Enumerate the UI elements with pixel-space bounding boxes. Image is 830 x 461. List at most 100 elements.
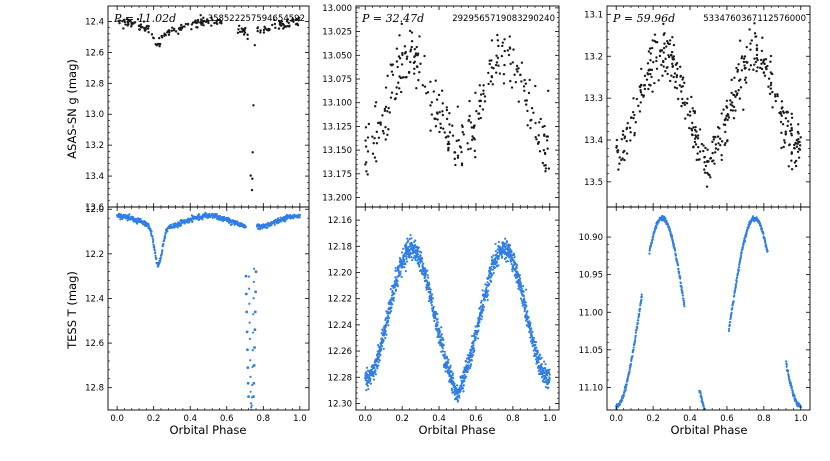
data-point [678, 274, 681, 278]
data-point [683, 301, 686, 304]
data-point [377, 136, 381, 139]
data-point [534, 343, 537, 346]
data-point [481, 108, 485, 111]
data-point [710, 412, 712, 414]
data-point [705, 412, 707, 414]
period-label: P = 59.96d [612, 12, 675, 25]
data-point [686, 97, 689, 101]
data-point [794, 159, 798, 163]
data-point [395, 60, 399, 63]
data-point [670, 234, 673, 237]
data-point [742, 243, 745, 246]
data-point [675, 87, 679, 90]
data-point [387, 106, 390, 110]
data-point [744, 66, 747, 70]
data-point [520, 287, 523, 290]
data-point [793, 143, 796, 147]
data-point [634, 334, 637, 337]
y-tick-label: 13.075 [322, 75, 352, 85]
data-point [675, 75, 678, 79]
data-point [434, 312, 437, 316]
data-point [200, 18, 203, 22]
data-point [479, 116, 482, 120]
data-point [730, 101, 734, 104]
data-point [455, 387, 458, 390]
data-point [249, 390, 252, 393]
data-point [136, 18, 140, 21]
data-point [648, 249, 651, 252]
data-point [649, 52, 652, 55]
data-point [504, 237, 507, 240]
data-point [413, 47, 417, 51]
data-point [132, 216, 135, 219]
y-tick-label: 12.6 [85, 339, 104, 349]
data-point [130, 25, 133, 28]
data-point [520, 80, 523, 83]
data-point [691, 121, 694, 125]
data-point [755, 216, 758, 219]
data-point [543, 133, 546, 136]
data-point [379, 347, 383, 351]
data-point [436, 321, 440, 324]
data-point [785, 360, 788, 363]
data-point [684, 117, 687, 120]
data-point [637, 104, 640, 108]
data-point [200, 23, 203, 26]
data-point [724, 141, 727, 145]
data-point [681, 101, 685, 105]
data-point [774, 93, 777, 96]
data-point [632, 348, 635, 351]
data-point [640, 293, 643, 296]
data-point [439, 126, 443, 130]
data-point [733, 76, 736, 80]
data-point [469, 364, 472, 368]
data-point [414, 52, 418, 55]
data-point [460, 150, 463, 154]
data-point [540, 363, 543, 366]
data-point [696, 137, 700, 140]
data-point [434, 79, 437, 82]
data-point [195, 26, 198, 29]
data-point [522, 290, 525, 293]
data-point [539, 368, 542, 371]
data-point [542, 149, 546, 152]
data-point [523, 310, 526, 313]
panel-bottom-middle: 12.16 12.18 12.20 12.22 12.24 12.26 12.28 12.30… [328, 206, 560, 424]
data-point [150, 232, 153, 235]
data-point [252, 104, 255, 107]
data-point [190, 28, 193, 31]
data-point [247, 275, 250, 278]
data-point [640, 84, 643, 87]
data-point [637, 319, 640, 322]
data-point [273, 22, 277, 26]
data-point [486, 281, 489, 284]
data-point [402, 247, 405, 250]
data-point [371, 371, 374, 374]
data-point [396, 65, 399, 69]
data-point [278, 21, 282, 24]
data-point [720, 158, 723, 162]
data-point [414, 258, 417, 262]
data-point [485, 295, 489, 299]
data-point [535, 346, 538, 349]
data-point [652, 235, 655, 238]
data-point [652, 60, 655, 64]
data-point [430, 101, 434, 104]
data-point [473, 333, 476, 336]
data-point [790, 116, 794, 119]
data-point [722, 108, 725, 111]
data-point [386, 320, 390, 324]
data-point [748, 28, 751, 31]
data-point [640, 67, 643, 71]
data-point [530, 327, 533, 330]
data-point [420, 260, 424, 263]
data-point [769, 54, 773, 58]
data-point [514, 81, 518, 84]
data-point [524, 99, 527, 102]
data-point [720, 140, 724, 143]
data-point [461, 130, 464, 134]
data-point [249, 359, 252, 362]
data-point [705, 413, 707, 415]
data-point [440, 326, 443, 329]
data-point [251, 383, 254, 387]
